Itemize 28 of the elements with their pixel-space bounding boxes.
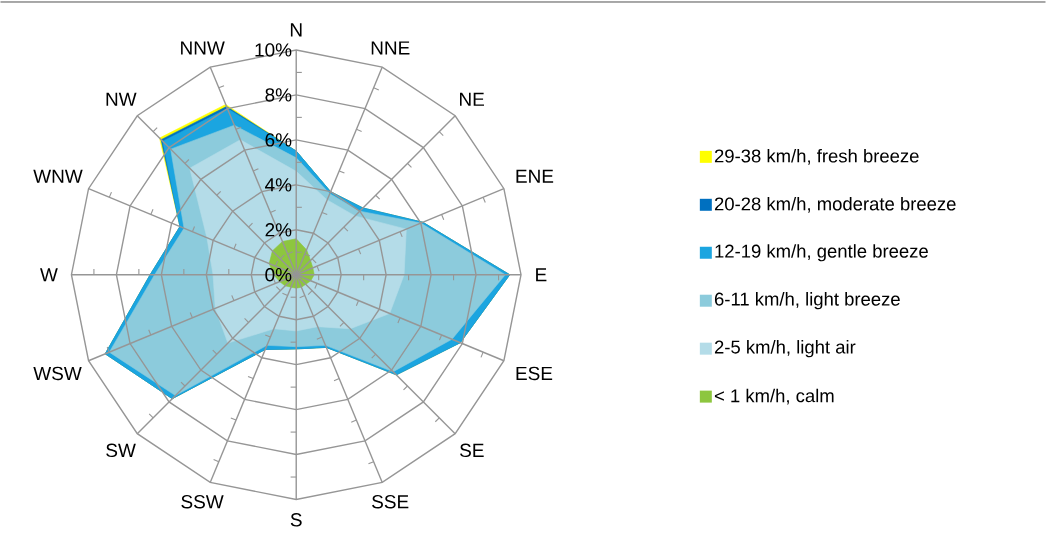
y-tick-label: 8%: [265, 87, 292, 102]
spoke-label: NE: [460, 92, 485, 106]
legend-label: 6-11 km/h, light breeze: [714, 291, 900, 310]
legend-label: 29-38 km/h, fresh breeze: [714, 148, 919, 165]
spoke-label: ESE: [516, 366, 553, 380]
spoke-label: SSW: [181, 494, 224, 509]
spoke-label: SSE: [372, 494, 409, 509]
spoke-label: N: [290, 23, 302, 37]
spoke-label: S: [290, 512, 302, 527]
spoke-label: WSW: [33, 366, 82, 380]
spoke-label: E: [536, 267, 547, 282]
spoke-label: W: [40, 267, 58, 282]
legend-label: < 1 km/h, calm: [714, 388, 834, 405]
spoke-label: SE: [460, 443, 484, 457]
legend-label: 2-5 km/h, light air: [714, 339, 856, 358]
y-tick-label: 2%: [265, 222, 292, 237]
y-tick-label: 0%: [265, 267, 292, 282]
spoke-label: NNE: [371, 41, 410, 55]
y-tick-label: 10%: [255, 42, 292, 57]
spoke-label: SW: [106, 443, 136, 457]
y-tick-label: 4%: [265, 177, 292, 192]
legend-label: 20-28 km/h, moderate breeze: [714, 196, 956, 213]
spoke-label: NNW: [181, 41, 225, 55]
y-tick-label: 6%: [265, 132, 292, 147]
spoke-label: WNW: [33, 169, 83, 183]
legend-label: 12-19 km/h, gentle breeze: [715, 243, 928, 262]
spoke-label: NW: [106, 92, 137, 106]
spoke-label: ENE: [516, 169, 554, 183]
